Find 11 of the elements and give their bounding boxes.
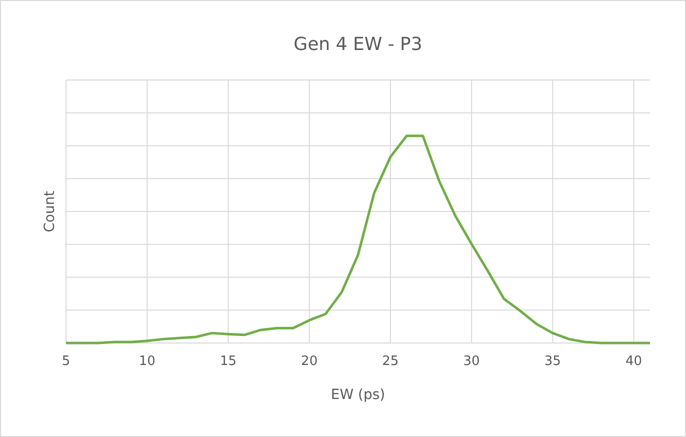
x-tick-label: 30 bbox=[463, 354, 480, 369]
x-tick-label: 25 bbox=[382, 354, 399, 369]
chart-title: Gen 4 EW - P3 bbox=[294, 34, 422, 55]
x-tick-label: 20 bbox=[301, 354, 318, 369]
x-axis-title: EW (ps) bbox=[330, 387, 386, 403]
x-tick-label: 40 bbox=[626, 354, 642, 369]
y-axis-title: Count bbox=[42, 190, 58, 232]
x-tick-label: 35 bbox=[544, 354, 561, 369]
x-tick-label: 10 bbox=[138, 354, 156, 369]
x-tick-label: 15 bbox=[220, 354, 236, 369]
x-tick-label: 5 bbox=[62, 354, 70, 369]
